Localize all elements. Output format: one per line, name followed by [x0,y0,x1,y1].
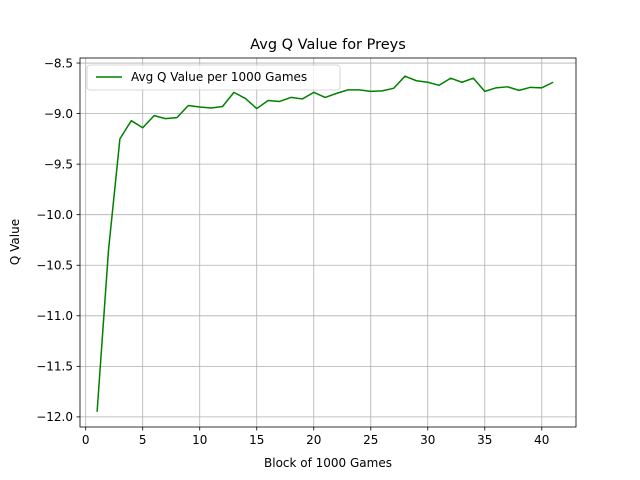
x-tick-label: 10 [192,433,207,447]
x-tick-label: 0 [82,433,90,447]
axis-ticks: 0 5 10 15 20 25 30 35 40 −12.0 −11.5 −11.0 −10.5 −10.… [36,56,549,447]
chart-title: Avg Q Value for Preys [250,37,406,53]
y-tick-label: −10.5 [36,259,73,273]
x-tick-label: 15 [249,433,264,447]
y-axis-label: Q Value [8,219,22,265]
x-tick-label: 30 [420,433,435,447]
legend-box [86,64,341,91]
y-tick-label: −9.0 [44,107,73,121]
y-tick-label: −8.5 [44,56,73,70]
x-axis-label: Block of 1000 Games [264,456,392,470]
grid [80,58,576,427]
series-line [96,75,554,412]
x-tick-label: 25 [363,433,378,447]
y-tick-label: −11.0 [36,309,73,323]
legend: Avg Q Value per 1000 Games [86,64,341,91]
x-tick-label: 35 [477,433,492,447]
y-tick-label: −10.0 [36,208,73,222]
plot-area-frame [79,57,577,428]
x-tick-label: 5 [139,433,147,447]
legend-label: Avg Q Value per 1000 Games [131,70,307,84]
y-tick-label: −11.5 [36,360,73,374]
series-layer [96,75,554,412]
y-tick-label: −9.5 [44,157,73,171]
y-tick-label: −12.0 [36,410,73,424]
x-tick-label: 20 [306,433,321,447]
x-tick-label: 40 [534,433,549,447]
